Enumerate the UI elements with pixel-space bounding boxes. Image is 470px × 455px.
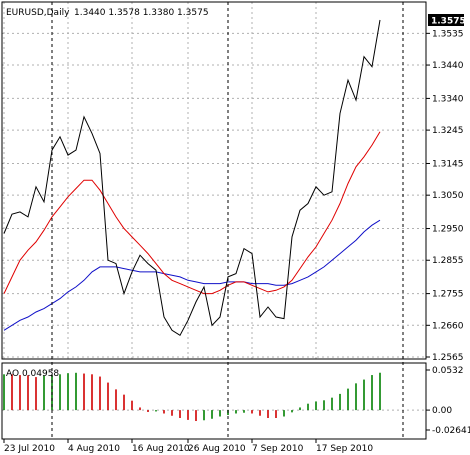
price-tick-label: 1.3145	[432, 159, 464, 169]
ma-fast-line	[3, 131, 381, 295]
ma-slow-line	[3, 219, 381, 331]
ao-tick-label: 0.00	[432, 406, 452, 416]
price-tick-label: 1.3340	[432, 94, 464, 104]
current-price-label: 1.3575	[431, 17, 466, 27]
ao-tick-label: -0.02641	[432, 426, 470, 436]
ao-indicator-label: AO 0.04958	[6, 369, 59, 379]
time-tick-label: 4 Aug 2010	[68, 444, 120, 454]
time-tick-label: 26 Aug 2010	[188, 444, 246, 454]
price-tick-label: 1.2565	[432, 353, 464, 363]
price-tick-label: 1.3535	[432, 29, 464, 39]
price-tick-label: 1.2755	[432, 290, 464, 300]
price-tick-label: 1.3245	[432, 126, 464, 136]
price-tick-label: 1.2855	[432, 256, 464, 266]
price-grid	[2, 2, 426, 359]
price-tick-label: 1.3440	[432, 61, 464, 71]
price-axis: 1.3535 1.3440 1.3340 1.3245 1.3145 1.3050 1.29…	[426, 29, 464, 363]
time-tick-label: 16 Aug 2010	[132, 444, 190, 454]
time-tick-label: 7 Sep 2010	[252, 444, 304, 454]
ao-histogram	[3, 372, 381, 422]
current-price-marker	[428, 14, 464, 26]
ao-tick-label: 0.0532	[432, 366, 464, 376]
symbol-label: EURUSD,Daily	[6, 8, 70, 18]
ao-panel-frame	[1, 362, 427, 440]
time-tick-label: 17 Sep 2010	[316, 444, 373, 454]
ao-axis: 0.0532 0.00 -0.02641	[426, 366, 470, 436]
price-tick-label: 1.3050	[432, 191, 464, 201]
price-line	[3, 19, 381, 337]
price-tick-label: 1.2950	[432, 225, 464, 235]
price-tick-label: 1.2660	[432, 321, 464, 331]
price-panel-frame	[1, 1, 427, 360]
ohlc-label: 1.3440 1.3578 1.3380 1.3575	[74, 8, 209, 18]
time-tick-label: 23 Jul 2010	[4, 444, 55, 454]
